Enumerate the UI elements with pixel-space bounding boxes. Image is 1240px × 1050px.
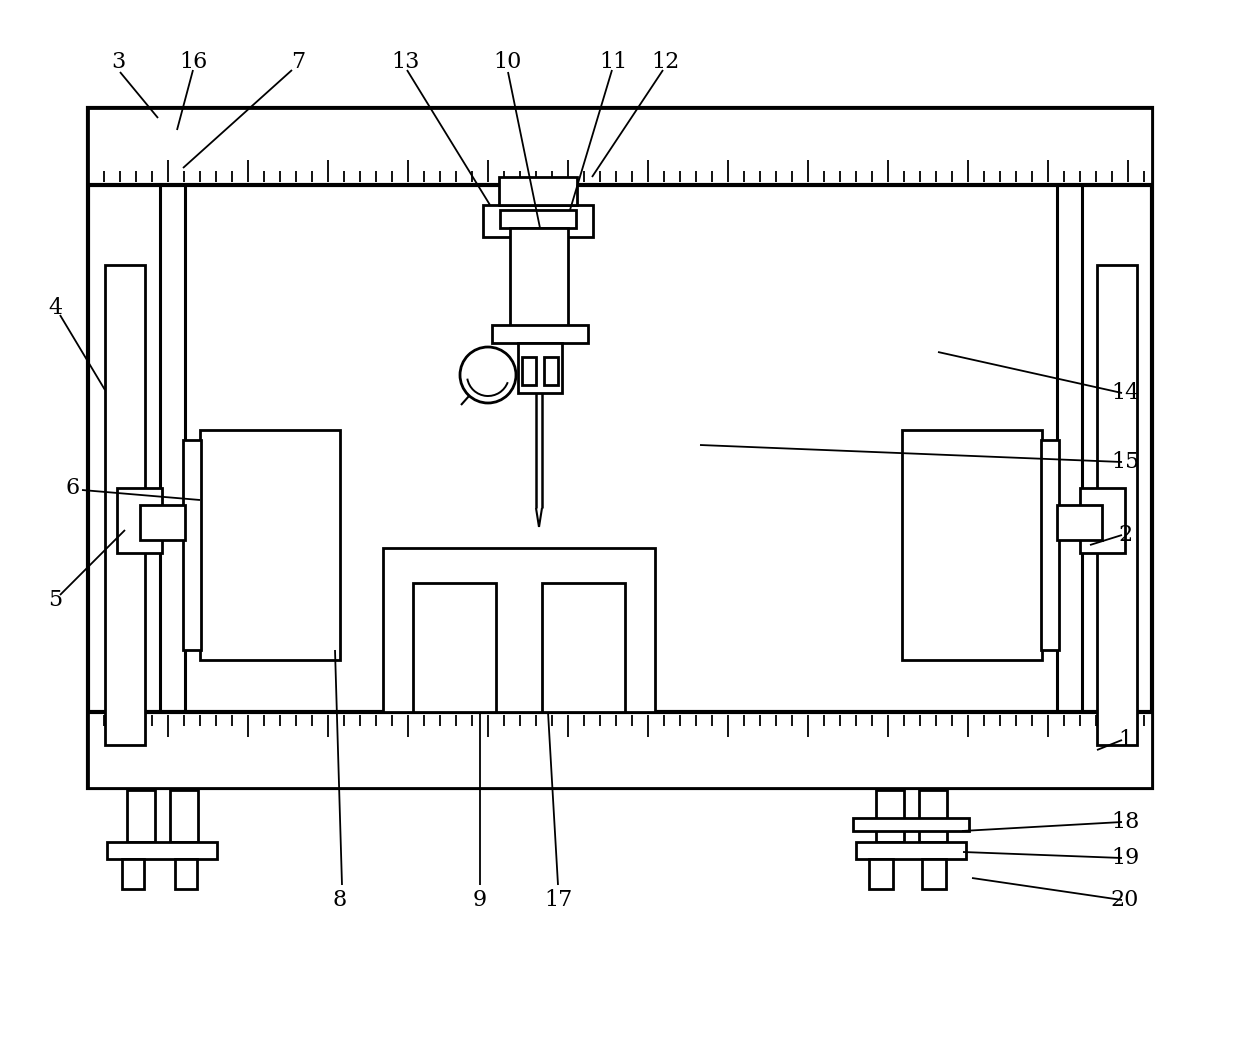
Bar (1056, 505, 1102, 540)
Bar (544, 357, 558, 385)
Bar (498, 177, 577, 205)
Bar (856, 842, 966, 859)
Bar (518, 343, 562, 393)
Text: 6: 6 (66, 477, 81, 499)
Text: 16: 16 (179, 51, 207, 74)
Bar (88, 108, 1152, 185)
Bar (923, 859, 946, 889)
Text: 20: 20 (1111, 889, 1140, 911)
Bar (413, 583, 496, 712)
Bar (1042, 440, 1059, 650)
Bar (105, 265, 145, 746)
Bar (88, 108, 1152, 788)
Text: 15: 15 (1111, 452, 1140, 472)
Bar (117, 488, 162, 553)
Bar (484, 205, 593, 237)
Bar (901, 430, 1042, 660)
Text: 5: 5 (48, 589, 62, 611)
Bar (510, 228, 568, 328)
Text: 17: 17 (544, 889, 572, 911)
Text: 9: 9 (472, 889, 487, 911)
Bar (1097, 265, 1137, 746)
Bar (522, 357, 536, 385)
Bar (200, 430, 340, 660)
Bar (492, 326, 588, 343)
Text: 2: 2 (1118, 524, 1132, 546)
Bar (126, 790, 155, 842)
Bar (170, 790, 198, 842)
Bar (88, 712, 1152, 788)
Bar (500, 210, 577, 228)
Text: 3: 3 (110, 51, 125, 74)
Text: 12: 12 (651, 51, 680, 74)
Text: 14: 14 (1111, 382, 1140, 404)
Bar (875, 790, 904, 842)
Bar (869, 859, 893, 889)
Text: 4: 4 (48, 297, 62, 319)
Text: 18: 18 (1111, 811, 1140, 833)
Bar (184, 440, 201, 650)
Text: 8: 8 (332, 889, 347, 911)
Bar (383, 548, 655, 712)
Bar (853, 818, 968, 831)
Bar (919, 790, 947, 842)
Bar (175, 859, 197, 889)
Bar (122, 859, 144, 889)
Text: 1: 1 (1118, 729, 1132, 751)
Text: 13: 13 (391, 51, 419, 74)
Bar (1080, 488, 1125, 553)
Text: 10: 10 (492, 51, 521, 74)
Circle shape (460, 346, 516, 403)
Bar (140, 505, 185, 540)
Bar (107, 842, 217, 859)
Text: 11: 11 (599, 51, 627, 74)
Bar (542, 583, 625, 712)
Text: 7: 7 (291, 51, 305, 74)
Text: 19: 19 (1111, 847, 1140, 869)
